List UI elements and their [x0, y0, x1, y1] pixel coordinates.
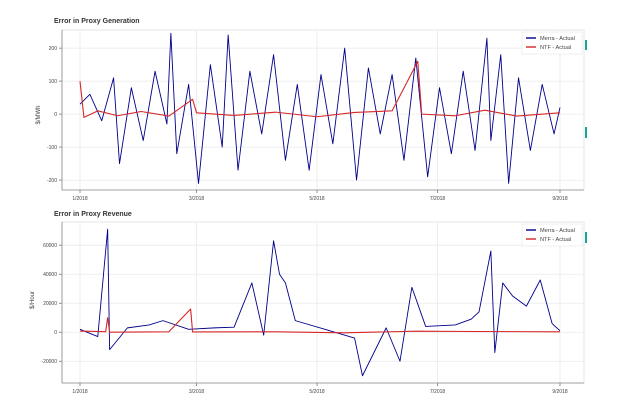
revenue-y-tick-label-0: -20000	[41, 359, 57, 365]
generation-chart-title: Error in Proxy Generation	[54, 18, 140, 25]
revenue-x-tick-label-1: 3/2018	[189, 389, 205, 395]
revenue-plot-area	[61, 221, 585, 384]
generation-grid	[62, 30, 584, 190]
revenue-series	[79, 228, 561, 377]
revenue-legend-label-1: NTF - Actual	[540, 237, 571, 243]
revenue-series-0-line	[79, 228, 561, 377]
generation-y-axis: -200 -100 0 100 200	[47, 30, 63, 190]
generation-y-tick-label-1: -100	[47, 145, 57, 151]
generation-series-1-line	[79, 60, 561, 118]
revenue-y-tick-label-2: 20000	[43, 301, 57, 307]
revenue-x-axis: 1/2018 3/2018 5/2018 7/2018 9/2018	[62, 382, 584, 395]
generation-y-tick-label-2: 0	[54, 112, 57, 118]
generation-x-tick-label-3: 7/2018	[430, 196, 446, 202]
generation-x-axis: 1/2018 3/2018 5/2018 7/2018 9/2018	[62, 189, 584, 202]
revenue-x-tick-label-4: 9/2018	[552, 389, 568, 395]
revenue-chart-title: Error in Proxy Revenue	[54, 211, 132, 218]
generation-y-tick-label-4: 200	[49, 46, 58, 52]
revenue-legend-box	[521, 223, 583, 247]
revenue-y-tick-label-1: 0	[54, 330, 57, 336]
revenue-y-tick-label-3: 40000	[43, 272, 57, 278]
generation-x-tick-label-0: 1/2018	[72, 196, 88, 202]
generation-series	[79, 32, 561, 184]
generation-legend-label-0: Merra - Actual	[540, 36, 575, 42]
generation-y-tick-label-0: -200	[47, 178, 57, 184]
generation-y-label: $/MWh	[36, 105, 42, 124]
generation-x-tick-label-4: 9/2018	[552, 196, 568, 202]
teal-marker-middle	[585, 127, 587, 138]
generation-y-tick-label-3: 100	[49, 79, 58, 85]
revenue-legend-label-0: Merra - Actual	[540, 228, 575, 234]
revenue-x-tick-label-3: 7/2018	[430, 389, 446, 395]
generation-plot-area	[61, 29, 585, 191]
generation-legend: Merra - Actual NTF - Actual	[521, 31, 583, 55]
revenue-series-1-line	[79, 308, 561, 334]
generation-series-0-line	[79, 32, 561, 184]
revenue-chart: Error in Proxy Revenue -20000 0 20000 40000…	[30, 211, 585, 395]
generation-legend-box	[521, 31, 583, 55]
revenue-y-tick-label-4: 60000	[43, 243, 57, 249]
generation-legend-label-1: NTF - Actual	[540, 45, 571, 51]
revenue-x-tick-label-0: 1/2018	[72, 389, 88, 395]
teal-marker-bottom	[585, 232, 587, 243]
generation-x-tick-label-1: 3/2018	[189, 196, 205, 202]
generation-x-tick-label-2: 5/2018	[309, 196, 325, 202]
revenue-y-label: $/Hour	[30, 291, 36, 309]
revenue-legend: Merra - Actual NTF - Actual	[521, 223, 583, 247]
generation-chart: Error in Proxy Generation -200 -100 0 100 20…	[36, 18, 585, 202]
teal-marker-top	[585, 40, 587, 50]
revenue-x-tick-label-2: 5/2018	[309, 389, 325, 395]
revenue-y-axis: -20000 0 20000 40000 60000	[41, 222, 63, 383]
